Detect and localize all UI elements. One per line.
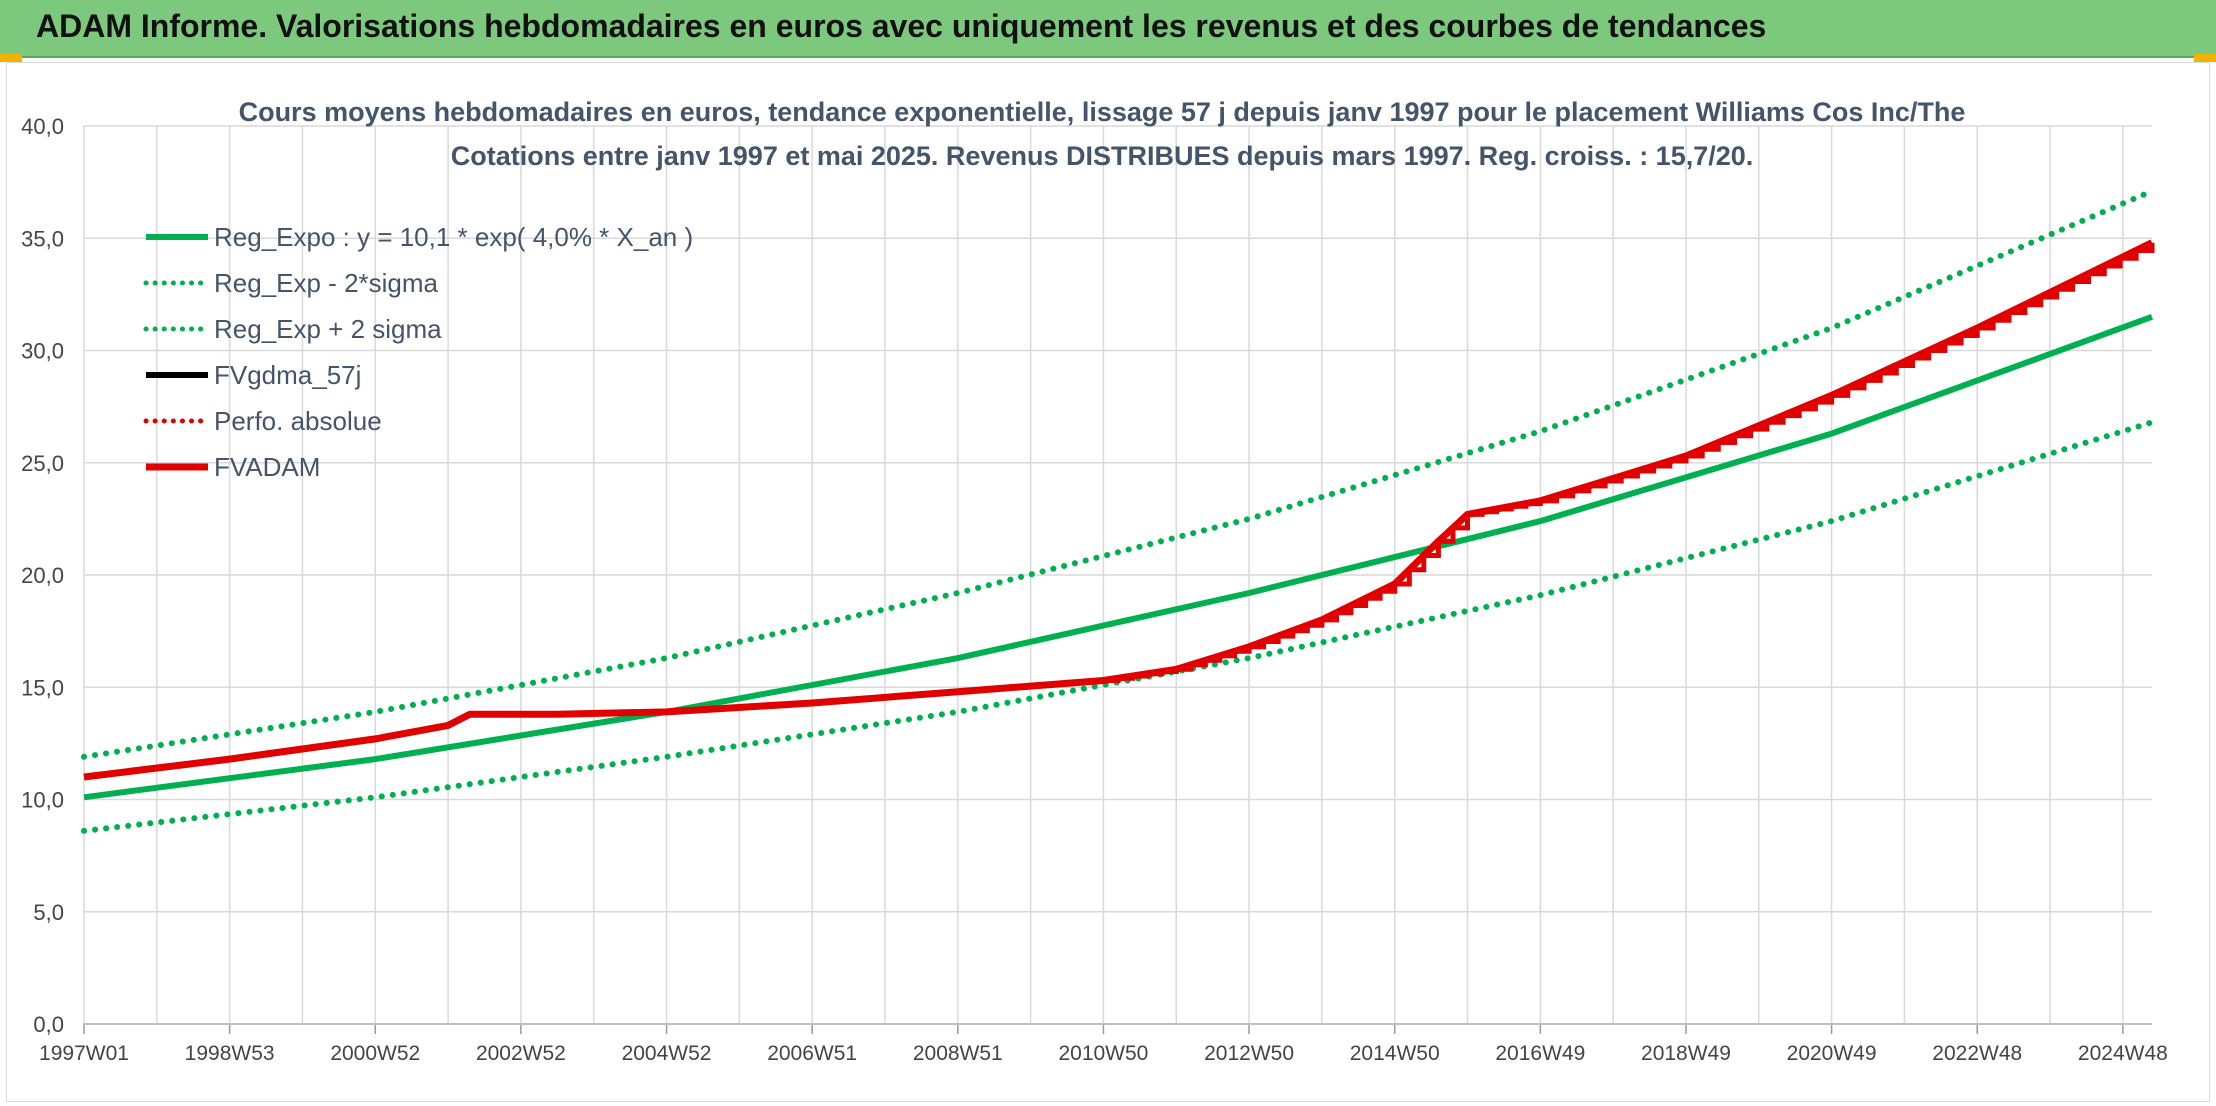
x-tick-label: 2006W51 [767, 1042, 857, 1065]
y-tick-label: 0,0 [33, 1012, 64, 1037]
fvadam-step [1438, 514, 1470, 544]
report-header: ADAM Informe. Valorisations hebdomadaire… [0, 0, 2216, 58]
x-tick-label: 2004W52 [622, 1042, 712, 1065]
x-tick-label: 2000W52 [330, 1042, 420, 1065]
fvadam-step [1467, 500, 1543, 517]
y-tick-label: 40,0 [21, 114, 64, 139]
y-tick-label: 20,0 [21, 563, 64, 588]
legend-label: Perfo. absolue [214, 406, 382, 436]
legend-label: Reg_Exp - 2*sigma [214, 268, 439, 298]
y-axis-ticks: 0,0 5,0 10,0 15,0 20,0 25,0 30,0 35,0 40,0 [21, 114, 64, 1037]
fvadam-step [1394, 541, 1441, 587]
x-tick-label: 2024W48 [2078, 1042, 2168, 1065]
fvadam-step [1540, 456, 1689, 504]
series-line-2 [81, 188, 2155, 760]
fvadam-step [1977, 242, 2155, 331]
fvadam-step [1831, 328, 1980, 398]
corner-marker-right [2194, 54, 2216, 62]
x-tick-label: 1998W53 [185, 1042, 275, 1065]
x-axis-ticks: 1997W01 1998W53 2000W52 2002W52 2004W52 2006W… [39, 1023, 2168, 1065]
x-tick-label: 2018W49 [1641, 1042, 1731, 1065]
series-line-1 [81, 419, 2155, 834]
x-tick-label: 2010W50 [1058, 1042, 1148, 1065]
legend-label: FVgdma_57j [214, 360, 361, 390]
fvadam-step [1176, 646, 1252, 672]
y-tick-label: 10,0 [21, 788, 64, 813]
x-tick-label: 2022W48 [1932, 1042, 2022, 1065]
y-tick-label: 25,0 [21, 451, 64, 476]
chart-title-line2: Cotations entre janv 1997 et mai 2025. R… [451, 141, 1754, 171]
x-tick-label: 2012W50 [1204, 1042, 1294, 1065]
x-tick-label: 2008W51 [913, 1042, 1003, 1065]
x-tick-label: 2014W50 [1350, 1042, 1440, 1065]
series-line-0 [83, 313, 2154, 801]
grid-lines [83, 125, 2152, 1025]
series-lines [81, 188, 2155, 834]
x-tick-label: 1997W01 [39, 1042, 129, 1065]
report-title: ADAM Informe. Valorisations hebdomadaire… [36, 8, 1767, 44]
x-tick-label: 2016W49 [1495, 1042, 1585, 1065]
fvadam-step [1103, 669, 1179, 683]
x-tick-label: 2020W49 [1787, 1042, 1877, 1065]
legend-label: FVADAM [214, 452, 320, 482]
legend-label: Reg_Expo : y = 10,1 * exp( 4,0% * X_an ) [214, 222, 693, 252]
y-tick-label: 35,0 [21, 226, 64, 251]
legend: Reg_Expo : y = 10,1 * exp( 4,0% * X_an )… [143, 222, 693, 482]
fvadam-step [1686, 395, 1835, 459]
fvadam-step [1249, 619, 1325, 650]
y-tick-label: 30,0 [21, 339, 64, 364]
chart-panel [6, 62, 2210, 1102]
y-tick-label: 5,0 [33, 900, 64, 925]
chart-title-line1: Cours moyens hebdomadaires en euros, ten… [239, 97, 1966, 127]
corner-marker-left [0, 54, 22, 62]
x-tick-label: 2002W52 [476, 1042, 566, 1065]
y-tick-label: 15,0 [21, 675, 64, 700]
fvadam-step [1321, 584, 1398, 623]
legend-label: Reg_Exp + 2 sigma [214, 314, 442, 344]
